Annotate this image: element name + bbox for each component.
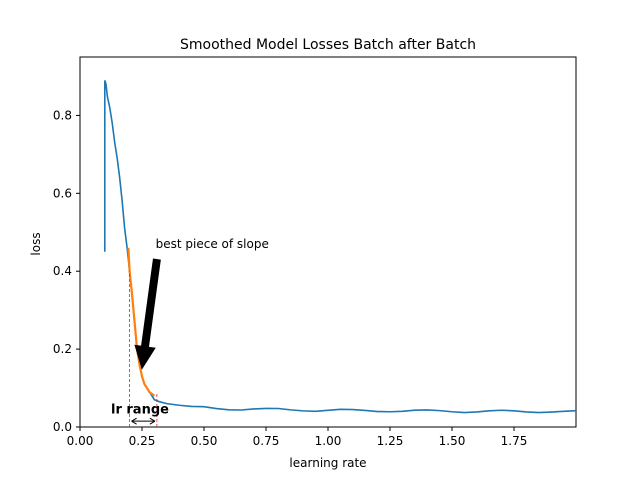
y-tick-label: 0.0 [53, 420, 72, 434]
x-axis-label: learning rate [289, 456, 366, 470]
lr-range-arrowhead-right [149, 417, 156, 425]
y-tick-label: 0.2 [53, 342, 72, 356]
x-tick-label: 1.25 [377, 434, 404, 448]
x-tick-label: 1.00 [315, 434, 342, 448]
x-tick-label: 1.50 [439, 434, 466, 448]
plot-frame [79, 56, 577, 428]
x-tick-label: 1.75 [501, 434, 528, 448]
best-slope-series-line [127, 247, 156, 397]
y-axis-label: loss [29, 232, 43, 255]
slope-annotation-arrow [134, 258, 161, 370]
loss-series-line [104, 80, 576, 414]
x-tick-label: 0.00 [67, 434, 94, 448]
plot-area: 0.00 0.25 0.50 0.75 1.00 1.25 1.50 1.75 0.0 0.2 0.… [53, 56, 577, 448]
lr-range-label: lr range [111, 402, 169, 417]
y-tick-label: 0.8 [53, 108, 72, 122]
y-tick-label: 0.6 [53, 186, 72, 200]
x-tick-label: 0.75 [253, 434, 280, 448]
x-tick-label: 0.25 [129, 434, 156, 448]
slope-annotation-label: best piece of slope [156, 237, 269, 251]
chart-title: Smoothed Model Losses Batch after Batch [180, 37, 476, 53]
x-tick-label: 0.50 [191, 434, 218, 448]
y-tick-label: 0.4 [53, 264, 72, 278]
lr-range-arrowhead-left [131, 417, 137, 425]
